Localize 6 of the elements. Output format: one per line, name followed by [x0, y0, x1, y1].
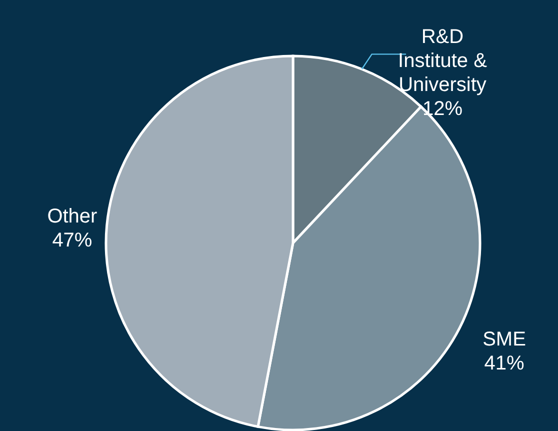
data-label: 47% — [52, 230, 92, 252]
data-label: 12% — [422, 98, 463, 120]
slice-label: Other — [47, 206, 98, 228]
data-label: 41% — [484, 352, 525, 374]
slice-label: SME — [482, 328, 526, 350]
slice-label: R&D Institute & University — [398, 26, 488, 96]
